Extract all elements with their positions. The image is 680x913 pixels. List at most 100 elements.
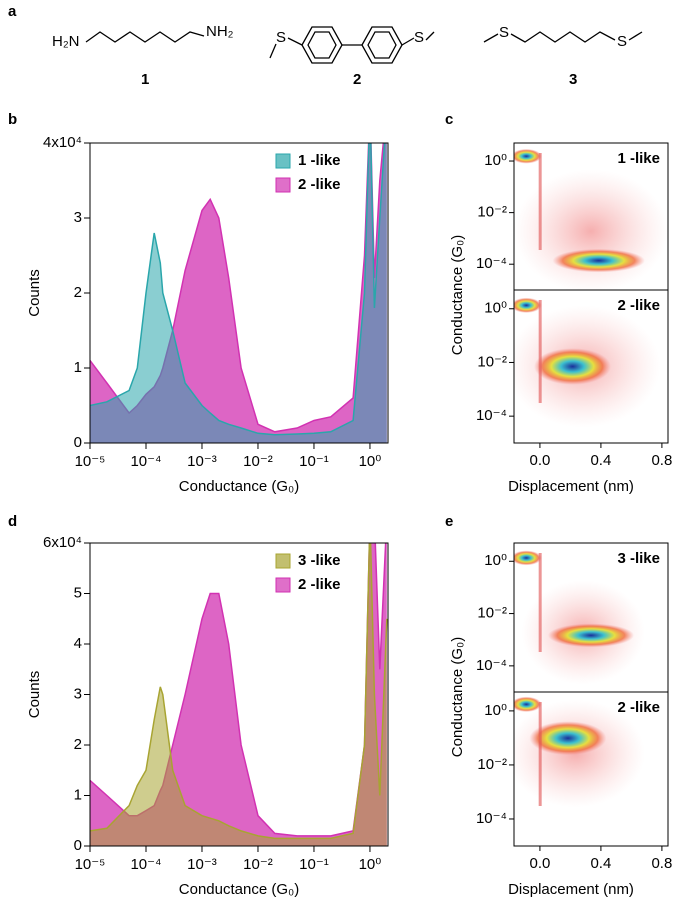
x-tick-label: 10⁻⁵: [75, 856, 106, 873]
panel-label: e: [445, 513, 453, 530]
molecule-number: 2: [353, 71, 361, 88]
legend-swatch: [275, 153, 291, 169]
bond: [269, 43, 277, 59]
x-tick-label: 0.4: [590, 452, 611, 469]
density: [514, 297, 542, 313]
series-line: [90, 143, 386, 436]
bond: [401, 37, 415, 46]
bond: [287, 37, 303, 46]
y-tick-label: 0: [74, 837, 82, 854]
x-tick-label: 10⁰: [359, 856, 382, 873]
ring: [367, 31, 397, 59]
y-tick-label: 1: [74, 786, 82, 803]
panel-annotation: 2 -like: [617, 297, 660, 314]
panel-label: d: [8, 513, 17, 530]
y-tick-label: 10⁻²: [477, 605, 507, 622]
molecule-number: 3: [569, 71, 577, 88]
plot: [90, 543, 388, 846]
heatmap: [514, 550, 645, 685]
density: [514, 148, 542, 164]
x-tick-label: 10⁻⁴: [130, 856, 161, 873]
x-tick-label: 0.4: [590, 855, 611, 872]
atom-group: S: [276, 29, 286, 46]
y-tick-label: 10⁻⁴: [476, 255, 507, 272]
heatmap: [514, 148, 668, 290]
x-axis-label: Conductance (G₀): [179, 881, 299, 898]
x-axis-label: Conductance (G₀): [179, 478, 299, 495]
density: [552, 248, 645, 273]
y-tick-label: 2: [74, 284, 82, 301]
panel-annotation: 3 -like: [617, 550, 660, 567]
y-axis-label: Counts: [26, 671, 43, 719]
density: [534, 348, 612, 385]
y-tick-label: 10⁻²: [477, 204, 507, 221]
legend-label: 2 -like: [298, 576, 341, 593]
x-tick-label: 10⁻²: [243, 856, 273, 873]
axes-frame: [513, 691, 669, 847]
x-tick-label: 10⁻³: [187, 856, 217, 873]
plot: [90, 143, 387, 443]
y-tick-label: 10⁰: [484, 152, 507, 169]
panel-label: b: [8, 111, 17, 128]
x-axis-label: Displacement (nm): [508, 478, 634, 495]
x-tick-label: 10⁻¹: [299, 856, 329, 873]
y-tick-label: 6x10⁴: [43, 534, 82, 551]
y-tick-label: 3: [74, 685, 82, 702]
x-tick-label: 10⁻²: [243, 453, 273, 470]
y-tick-label: 0: [74, 434, 82, 451]
axes-frame: [513, 289, 669, 444]
y-tick-label: 3: [74, 209, 82, 226]
atom-group: S: [414, 29, 424, 46]
y-tick-label: 10⁰: [484, 552, 507, 569]
y-tick-label: 10⁰: [484, 300, 507, 317]
bond: [425, 31, 435, 41]
density: [547, 623, 635, 648]
y-axis-label: Counts: [26, 269, 43, 317]
legend-swatch: [275, 553, 291, 569]
density: [529, 721, 607, 756]
y-axis-label: Conductance (G₀): [449, 235, 466, 355]
y-tick-label: 10⁻²: [477, 353, 507, 370]
panel-annotation: 1 -like: [617, 150, 660, 167]
legend-label: 1 -like: [298, 152, 341, 169]
y-tick-label: 10⁻⁴: [476, 810, 507, 827]
y-tick-label: 10⁻²: [477, 756, 507, 773]
heatmap: [514, 696, 645, 808]
density: [514, 696, 542, 713]
y-tick-label: 4: [74, 635, 82, 652]
bond: [483, 33, 499, 43]
atom-group: NH₂: [206, 23, 234, 40]
panel-annotation: 2 -like: [617, 699, 660, 716]
atom-group: S: [617, 33, 627, 50]
area-fill: [90, 143, 387, 443]
x-tick-label: 10⁻⁴: [130, 453, 161, 470]
legend-swatch: [275, 177, 291, 193]
x-tick-label: 0.8: [651, 452, 672, 469]
y-tick-label: 10⁻⁴: [476, 657, 507, 674]
y-tick-label: 10⁰: [484, 702, 507, 719]
legend-swatch: [275, 577, 291, 593]
x-tick-label: 0.0: [529, 452, 550, 469]
x-axis-label: Displacement (nm): [508, 881, 634, 898]
x-tick-label: 0.8: [651, 855, 672, 872]
y-tick-label: 2: [74, 736, 82, 753]
y-tick-label: 4x10⁴: [43, 134, 82, 151]
ring: [307, 31, 337, 59]
area-fill: [90, 543, 387, 846]
bond: [510, 31, 616, 43]
x-tick-label: 10⁻¹: [299, 453, 329, 470]
x-tick-label: 10⁻³: [187, 453, 217, 470]
series-line: [90, 543, 388, 840]
bond: [85, 31, 205, 43]
panel-label: a: [8, 3, 17, 20]
heatmap: [514, 297, 661, 428]
y-tick-label: 5: [74, 584, 82, 601]
y-tick-label: 10⁻⁴: [476, 407, 507, 424]
atom-group: S: [499, 24, 509, 41]
density: [514, 169, 668, 290]
atom-group: H₂N: [52, 33, 80, 50]
x-tick-label: 10⁰: [359, 453, 382, 470]
density: [514, 550, 542, 566]
